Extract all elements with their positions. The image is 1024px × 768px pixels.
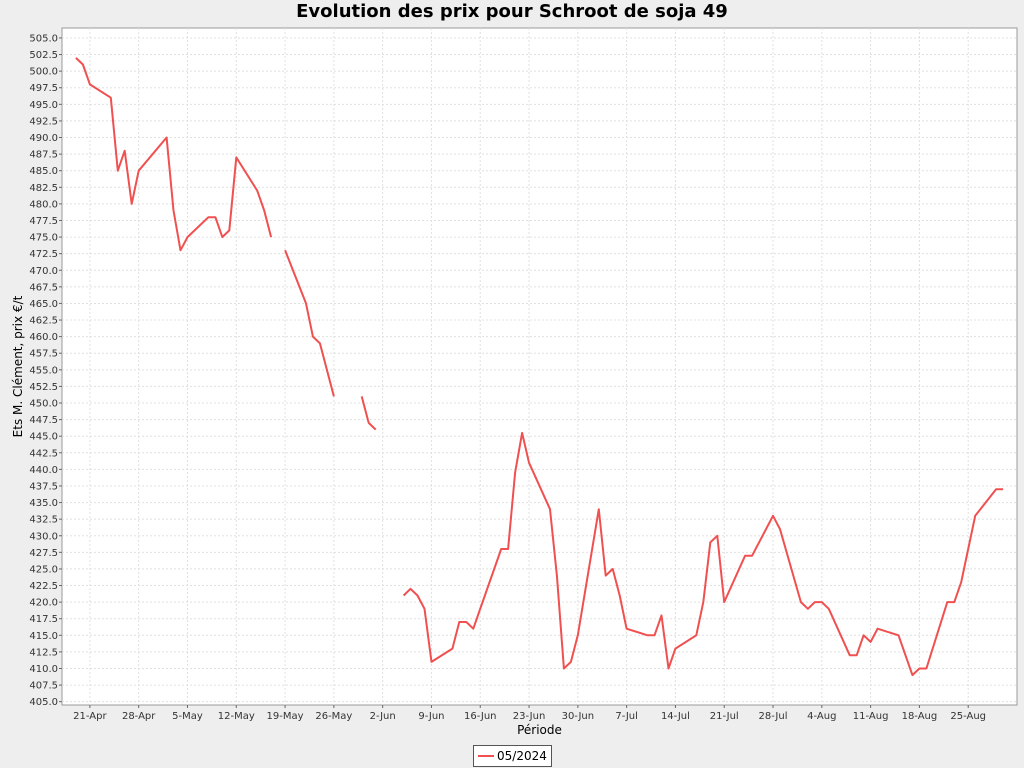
y-tick-label: 427.5 (29, 548, 58, 559)
y-tick-label: 447.5 (29, 415, 58, 426)
y-tick-label: 502.5 (29, 50, 58, 61)
x-tick-label: 4-Aug (807, 711, 836, 722)
y-tick-label: 470.0 (29, 266, 58, 277)
y-tick-label: 455.0 (29, 365, 58, 376)
y-tick-label: 482.5 (29, 183, 58, 194)
series-line-segment (360, 396, 377, 431)
y-tick-label: 430.0 (29, 531, 58, 542)
y-tick-label: 505.0 (29, 33, 58, 44)
y-tick-label: 405.0 (29, 697, 58, 708)
x-tick-label: 19-May (267, 711, 304, 722)
y-tick-label: 462.5 (29, 316, 58, 327)
x-tick-label: 9-Jun (418, 711, 444, 722)
y-tick-label: 492.5 (29, 116, 58, 127)
y-tick-label: 422.5 (29, 581, 58, 592)
grid-lines (62, 28, 1017, 705)
y-tick-label: 500.0 (29, 67, 58, 78)
y-tick-label: 467.5 (29, 282, 58, 293)
x-tick-label: 12-May (218, 711, 255, 722)
y-tick-label: 442.5 (29, 448, 58, 459)
y-axis: 405.0 407.5 410.0 412.5 415.0 417.5 420.0 422.5… (29, 33, 62, 708)
series-lines (75, 57, 1004, 677)
y-tick-label: 417.5 (29, 614, 58, 625)
y-tick-label: 465.0 (29, 299, 58, 310)
y-tick-label: 410.0 (29, 664, 58, 675)
y-axis-label: Ets M. Clément, prix €/t (11, 295, 25, 437)
x-axis: 21-Apr 28-Apr 5-May 12-May 19-May 26-May 2-Jun… (73, 705, 986, 722)
y-tick-label: 440.0 (29, 465, 58, 476)
y-tick-label: 460.0 (29, 332, 58, 343)
x-axis-label: Période (517, 723, 562, 737)
y-tick-label: 487.5 (29, 150, 58, 161)
x-tick-label: 21-Jul (710, 711, 739, 722)
x-tick-label: 7-Jul (615, 711, 638, 722)
x-tick-label: 5-May (172, 711, 203, 722)
y-tick-label: 412.5 (29, 647, 58, 658)
series-line-segment (75, 57, 273, 252)
y-tick-label: 457.5 (29, 349, 58, 360)
y-tick-label: 450.0 (29, 399, 58, 410)
x-tick-label: 2-Jun (370, 711, 396, 722)
y-tick-label: 497.5 (29, 83, 58, 94)
y-tick-label: 425.0 (29, 564, 58, 575)
legend-swatch (478, 755, 494, 757)
y-tick-label: 407.5 (29, 681, 58, 692)
y-tick-label: 490.0 (29, 133, 58, 144)
x-tick-label: 11-Aug (853, 711, 889, 722)
y-tick-label: 480.0 (29, 199, 58, 210)
legend-label-series: 05/2024 (497, 749, 547, 763)
legend: 05/2024 (473, 745, 552, 767)
x-tick-label: 14-Jul (661, 711, 690, 722)
y-tick-label: 485.0 (29, 166, 58, 177)
y-tick-label: 445.0 (29, 432, 58, 443)
x-tick-label: 21-Apr (73, 711, 107, 722)
y-tick-label: 475.0 (29, 233, 58, 244)
x-tick-label: 26-May (315, 711, 352, 722)
y-tick-label: 415.0 (29, 631, 58, 642)
y-tick-label: 472.5 (29, 249, 58, 260)
x-tick-label: 25-Aug (950, 711, 986, 722)
y-tick-label: 435.0 (29, 498, 58, 509)
x-tick-label: 23-Jun (513, 711, 546, 722)
y-tick-label: 477.5 (29, 216, 58, 227)
y-tick-label: 420.0 (29, 598, 58, 609)
y-tick-label: 495.0 (29, 100, 58, 111)
series-line-segment (402, 431, 1004, 677)
x-tick-label: 18-Aug (902, 711, 938, 722)
y-tick-label: 452.5 (29, 382, 58, 393)
x-tick-label: 30-Jun (562, 711, 595, 722)
x-tick-label: 28-Apr (122, 711, 156, 722)
x-tick-label: 16-Jun (464, 711, 497, 722)
y-tick-label: 432.5 (29, 515, 58, 526)
y-tick-label: 437.5 (29, 481, 58, 492)
chart-title: Evolution des prix pour Schroot de soja … (296, 1, 728, 22)
plot-background (61, 27, 1018, 706)
x-tick-label: 28-Jul (759, 711, 788, 722)
series-line-segment (284, 249, 335, 397)
